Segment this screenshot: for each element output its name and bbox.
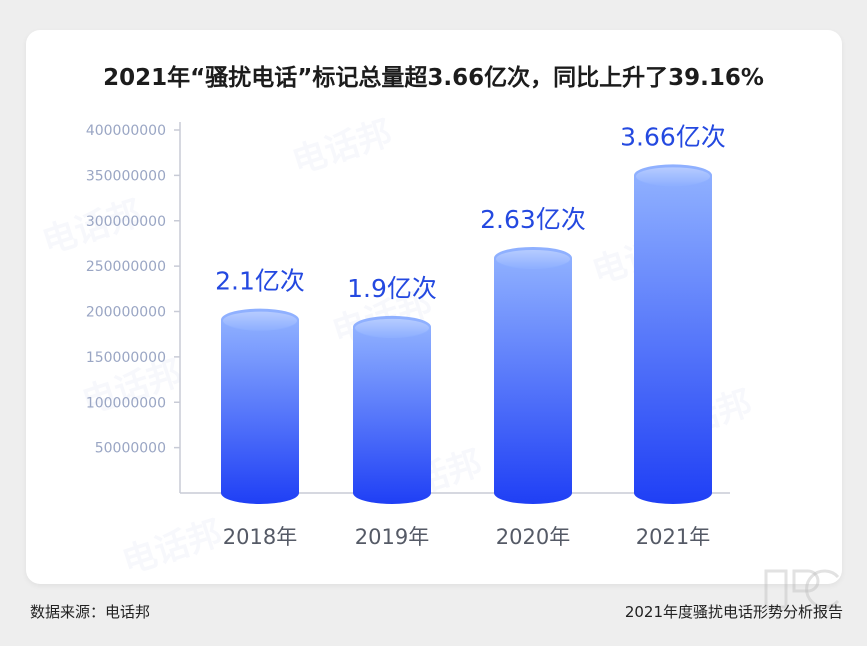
data-label: 1.9亿次	[347, 274, 437, 303]
bar-2021年	[634, 164, 712, 504]
y-tick-label: 50000000	[95, 441, 166, 457]
y-tick-label: 250000000	[86, 259, 166, 275]
bar-body	[634, 175, 712, 504]
x-tick-label: 2021年	[636, 525, 710, 549]
y-tick-label: 100000000	[86, 395, 166, 411]
corner-logo-icon	[764, 569, 840, 609]
bar-body	[494, 257, 572, 504]
y-tick-label: 350000000	[86, 168, 166, 184]
y-tick-label: 300000000	[86, 214, 166, 230]
bar-2020年	[494, 246, 572, 504]
data-label: 2.63亿次	[480, 205, 586, 234]
report-name: 2021年度骚扰电话形势分析报告	[624, 603, 843, 621]
bar-body	[353, 326, 431, 504]
y-tick-label: 150000000	[86, 350, 166, 366]
data-source: 数据来源：电话邦	[30, 603, 151, 621]
labels: 2.1亿次 2018年 1.9亿次 2019年 2.63亿次 2020年 3.66亿次 202…	[215, 122, 726, 549]
bar-2018年	[221, 308, 299, 504]
bar-top-highlight	[355, 318, 429, 337]
bars	[221, 164, 712, 504]
chart-title: 2021年“骚扰电话”标记总量超3.66亿次，同比上升了39.16%	[103, 65, 764, 91]
data-label: 2.1亿次	[215, 267, 305, 296]
x-tick-label: 2019年	[355, 525, 429, 549]
axes: 50000000 100000000 150000000 200000000 25000…	[86, 122, 730, 494]
bar-top-highlight	[496, 249, 570, 268]
bar-2019年	[353, 315, 431, 504]
corner-logo-mark	[762, 565, 842, 613]
y-tick-label: 400000000	[86, 123, 166, 139]
bar-top-highlight	[223, 311, 297, 330]
bar-body	[221, 319, 299, 504]
bar-top-highlight	[636, 167, 710, 186]
x-tick-label: 2018年	[223, 525, 297, 549]
y-tick-label: 200000000	[86, 305, 166, 321]
x-tick-label: 2020年	[496, 525, 570, 549]
data-label: 3.66亿次	[620, 122, 726, 151]
